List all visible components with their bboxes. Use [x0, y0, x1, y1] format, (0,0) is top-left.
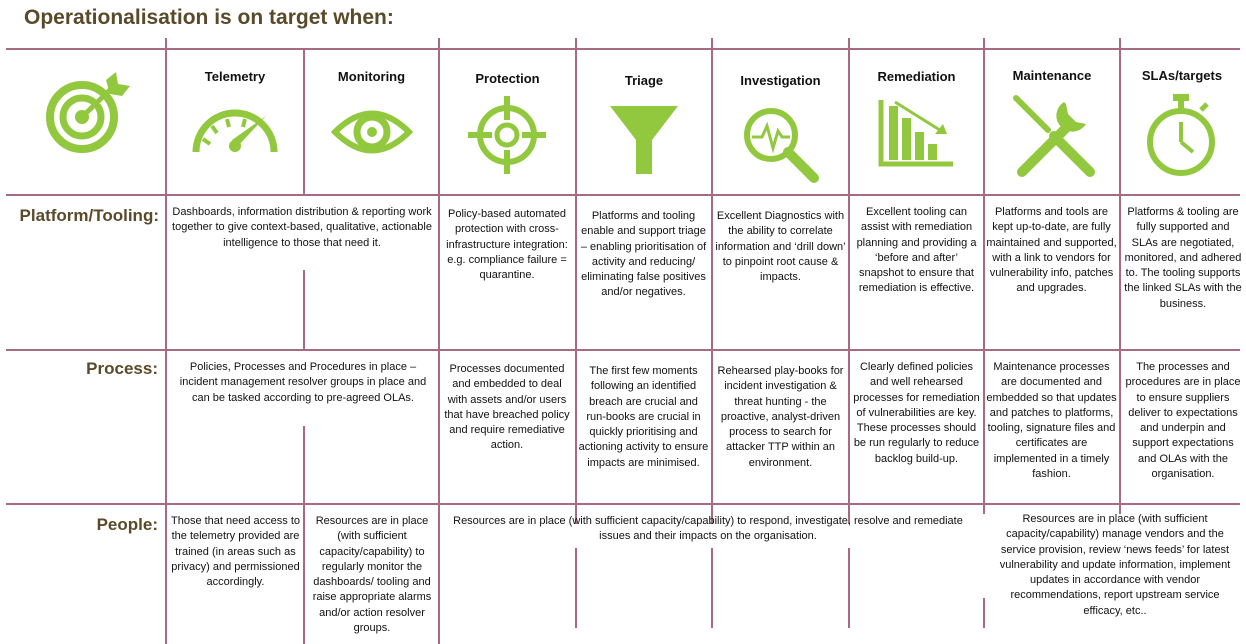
divider-remediation-maintenance — [983, 598, 985, 628]
platform-investigation-cell: Excellent Diagnostics with the ability t… — [715, 210, 846, 284]
divider-label-column — [165, 38, 167, 644]
col-header-slas: SLAs/targets — [1141, 68, 1223, 83]
col-header-monitoring: Monitoring — [337, 69, 406, 84]
process-bottom-rule — [6, 503, 1240, 505]
divider-telemetry-monitoring — [303, 270, 305, 349]
col-header-protection: Protection — [475, 71, 540, 86]
people-protection-remediation-cell: Resources are in place (with sufficient … — [453, 515, 963, 543]
process-remediation-cell: Clearly defined policies and well rehear… — [853, 361, 980, 465]
declining-chart-icon — [878, 100, 953, 167]
process-triage-cell: The first few moments following an ident… — [578, 365, 709, 469]
people-monitoring-cell: Resources are in place (with sufficient … — [312, 515, 432, 635]
people-maintenance-slas-cell: Resources are in place (with sufficient … — [999, 513, 1231, 617]
page-title: Operationalisation is on target when: — [24, 6, 394, 29]
target-icon — [46, 72, 130, 153]
platform-bottom-rule — [6, 349, 1240, 351]
divider-triage-investigation — [711, 38, 713, 524]
divider-protection-triage — [575, 38, 577, 524]
process-slas-cell: The processes and procedures are in plac… — [1125, 361, 1241, 481]
col-header-investigation: Investigation — [740, 73, 821, 88]
divider-monitoring-protection — [438, 548, 440, 644]
speedometer-icon — [192, 109, 278, 153]
people-telemetry-cell: Those that need access to the telemetry … — [170, 515, 301, 589]
col-header-maintenance: Maintenance — [1012, 68, 1092, 83]
row-label-process: Process: — [86, 359, 158, 378]
funnel-icon — [610, 106, 678, 174]
divider-monitoring-protection — [438, 38, 440, 548]
divider-investigation-remediation — [848, 548, 850, 628]
col-header-telemetry: Telemetry — [204, 69, 266, 84]
header-top-rule — [6, 48, 1240, 50]
col-header-remediation: Remediation — [877, 69, 956, 84]
divider-investigation-remediation — [848, 38, 850, 524]
platform-telemetry-monitoring-cell: Dashboards, information distribution & r… — [172, 206, 432, 249]
platform-triage-cell: Platforms and tooling enable and support… — [580, 210, 707, 299]
platform-maintenance-cell: Platforms and tools are kept up-to-date,… — [986, 206, 1117, 295]
magnifier-pulse-icon — [744, 108, 819, 183]
wrench-screwdriver-icon — [1013, 95, 1095, 177]
process-protection-cell: Processes documented and embedded to dea… — [444, 363, 570, 452]
crosshair-icon — [468, 96, 546, 174]
process-investigation-cell: Rehearsed play-books for incident invest… — [717, 365, 844, 469]
platform-remediation-cell: Excellent tooling can assist with remedi… — [856, 206, 977, 295]
row-label-platform: Platform/Tooling: — [19, 206, 159, 225]
divider-telemetry-monitoring — [303, 48, 305, 194]
divider-triage-investigation — [711, 548, 713, 628]
stopwatch-icon — [1147, 94, 1215, 176]
eye-icon — [331, 110, 413, 154]
row-label-people: People: — [96, 515, 158, 534]
header-bottom-rule — [6, 194, 1240, 196]
process-telemetry-monitoring-cell: Policies, Processes and Procedures in pl… — [179, 361, 427, 404]
divider-maintenance-slas — [1119, 38, 1121, 514]
divider-telemetry-monitoring — [303, 426, 305, 644]
divider-protection-triage — [575, 548, 577, 628]
divider-remediation-maintenance — [983, 38, 985, 514]
platform-protection-cell: Policy-based automated protection with c… — [446, 208, 568, 282]
process-maintenance-cell: Maintenance processes are documented and… — [986, 361, 1117, 481]
platform-slas-cell: Platforms & tooling are fully supported … — [1124, 206, 1242, 310]
col-header-triage: Triage — [624, 73, 664, 88]
